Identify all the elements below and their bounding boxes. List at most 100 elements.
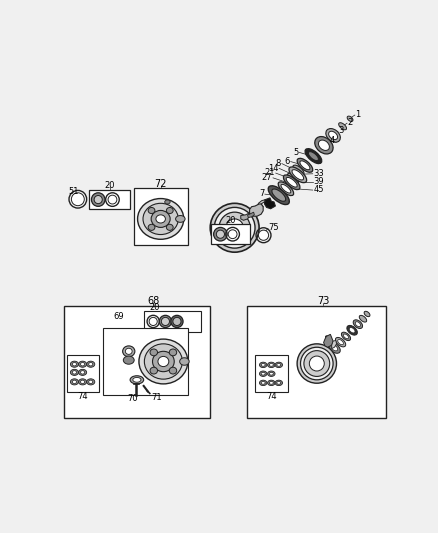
Ellipse shape <box>277 364 281 366</box>
Ellipse shape <box>269 382 273 384</box>
Ellipse shape <box>261 364 265 366</box>
Ellipse shape <box>315 136 333 154</box>
Ellipse shape <box>304 351 330 376</box>
Ellipse shape <box>300 347 333 380</box>
Ellipse shape <box>143 203 178 235</box>
Ellipse shape <box>226 219 244 237</box>
Ellipse shape <box>300 161 310 169</box>
Ellipse shape <box>259 380 267 385</box>
Polygon shape <box>324 334 333 347</box>
Ellipse shape <box>292 169 304 180</box>
Ellipse shape <box>148 207 155 214</box>
Ellipse shape <box>359 316 367 322</box>
Ellipse shape <box>268 371 275 376</box>
Polygon shape <box>257 200 265 209</box>
Text: 20: 20 <box>149 303 160 312</box>
Ellipse shape <box>338 340 343 345</box>
Ellipse shape <box>71 379 78 385</box>
Ellipse shape <box>166 207 173 214</box>
Ellipse shape <box>275 362 283 368</box>
Bar <box>247 306 386 418</box>
Ellipse shape <box>349 328 355 333</box>
Polygon shape <box>247 212 254 217</box>
Ellipse shape <box>94 196 102 204</box>
Ellipse shape <box>210 203 259 252</box>
Ellipse shape <box>297 158 313 172</box>
Ellipse shape <box>259 362 267 368</box>
Ellipse shape <box>92 193 105 206</box>
Ellipse shape <box>72 362 77 366</box>
Text: 39: 39 <box>314 177 324 186</box>
Ellipse shape <box>355 322 360 327</box>
Text: 74: 74 <box>266 392 277 401</box>
Ellipse shape <box>214 207 255 248</box>
Ellipse shape <box>72 380 77 384</box>
Ellipse shape <box>165 200 170 204</box>
Ellipse shape <box>268 362 275 368</box>
Bar <box>64 306 210 418</box>
Ellipse shape <box>176 215 185 222</box>
Ellipse shape <box>149 317 157 326</box>
Ellipse shape <box>161 317 170 326</box>
Text: 73: 73 <box>317 296 329 306</box>
Ellipse shape <box>150 349 158 356</box>
Bar <box>103 328 188 395</box>
Ellipse shape <box>151 211 170 228</box>
Ellipse shape <box>258 230 268 240</box>
Text: 51: 51 <box>68 187 79 196</box>
Ellipse shape <box>219 212 250 244</box>
Ellipse shape <box>156 215 166 223</box>
Ellipse shape <box>71 361 78 367</box>
Text: 27: 27 <box>262 173 272 182</box>
Text: 8: 8 <box>276 159 281 168</box>
Ellipse shape <box>169 367 177 374</box>
Text: 75: 75 <box>268 223 279 232</box>
Ellipse shape <box>326 128 340 142</box>
Ellipse shape <box>341 332 350 341</box>
Ellipse shape <box>286 177 297 187</box>
Text: 7: 7 <box>259 189 264 198</box>
Ellipse shape <box>297 344 336 383</box>
Ellipse shape <box>277 382 281 384</box>
Ellipse shape <box>108 195 117 204</box>
Ellipse shape <box>343 334 349 338</box>
Text: 71: 71 <box>151 393 162 402</box>
Ellipse shape <box>78 361 87 367</box>
Ellipse shape <box>138 199 184 239</box>
Text: 33: 33 <box>314 169 324 178</box>
Ellipse shape <box>81 370 85 374</box>
Bar <box>144 311 201 332</box>
Text: 6: 6 <box>285 157 290 166</box>
Ellipse shape <box>269 373 273 375</box>
Ellipse shape <box>281 184 291 193</box>
Ellipse shape <box>169 349 177 356</box>
Bar <box>89 190 130 209</box>
Ellipse shape <box>214 228 227 241</box>
Polygon shape <box>250 204 263 216</box>
Bar <box>211 224 250 244</box>
Ellipse shape <box>347 326 357 335</box>
Ellipse shape <box>328 131 338 140</box>
Ellipse shape <box>284 177 297 188</box>
Polygon shape <box>332 341 336 349</box>
Ellipse shape <box>87 361 95 367</box>
Ellipse shape <box>293 165 304 175</box>
Text: 69: 69 <box>113 312 124 321</box>
Text: 20: 20 <box>105 181 115 190</box>
Text: 2: 2 <box>348 118 353 127</box>
Ellipse shape <box>328 343 340 353</box>
Ellipse shape <box>353 320 363 328</box>
Ellipse shape <box>123 346 135 357</box>
Ellipse shape <box>180 358 189 365</box>
Ellipse shape <box>88 362 93 366</box>
Ellipse shape <box>72 370 77 374</box>
Ellipse shape <box>88 380 93 384</box>
Bar <box>67 354 99 392</box>
Ellipse shape <box>287 173 299 183</box>
Ellipse shape <box>78 379 87 385</box>
Ellipse shape <box>339 123 346 130</box>
Ellipse shape <box>124 356 134 364</box>
Ellipse shape <box>336 337 346 347</box>
Ellipse shape <box>308 152 318 160</box>
Ellipse shape <box>261 382 265 384</box>
